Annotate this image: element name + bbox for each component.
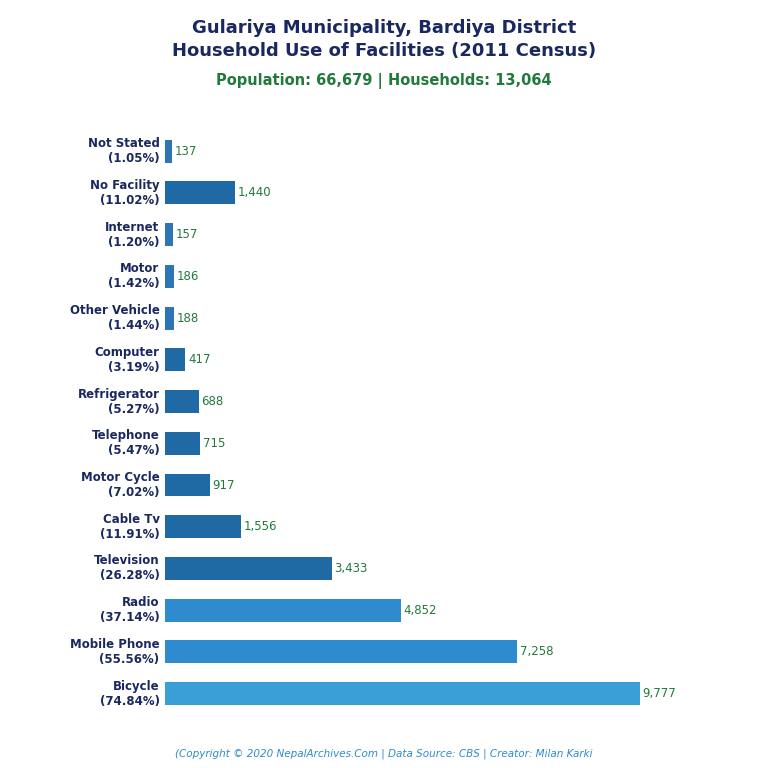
Bar bbox=[165, 349, 185, 371]
Bar bbox=[165, 682, 640, 705]
Text: 715: 715 bbox=[203, 437, 225, 450]
Text: 688: 688 bbox=[201, 395, 223, 408]
Text: Household Use of Facilities (2011 Census): Household Use of Facilities (2011 Census… bbox=[172, 42, 596, 60]
Text: 9,777: 9,777 bbox=[643, 687, 676, 700]
Text: (Copyright © 2020 NepalArchives.Com | Data Source: CBS | Creator: Milan Karki: (Copyright © 2020 NepalArchives.Com | Da… bbox=[175, 748, 593, 759]
Bar bbox=[165, 223, 173, 246]
Text: 1,440: 1,440 bbox=[238, 187, 272, 200]
Text: Gulariya Municipality, Bardiya District: Gulariya Municipality, Bardiya District bbox=[192, 19, 576, 37]
Text: 7,258: 7,258 bbox=[520, 645, 554, 658]
Text: 417: 417 bbox=[188, 353, 210, 366]
Bar bbox=[165, 181, 235, 204]
Bar bbox=[165, 432, 200, 455]
Text: Population: 66,679 | Households: 13,064: Population: 66,679 | Households: 13,064 bbox=[216, 73, 552, 89]
Text: 917: 917 bbox=[213, 478, 235, 492]
Text: 137: 137 bbox=[174, 144, 197, 157]
Bar bbox=[165, 599, 401, 621]
Bar bbox=[165, 557, 332, 580]
Bar bbox=[165, 641, 518, 664]
Text: 4,852: 4,852 bbox=[403, 604, 437, 617]
Bar bbox=[165, 265, 174, 288]
Bar bbox=[165, 306, 174, 329]
Text: 157: 157 bbox=[176, 228, 198, 241]
Text: 1,556: 1,556 bbox=[243, 520, 277, 533]
Bar bbox=[165, 474, 210, 496]
Bar bbox=[165, 515, 240, 538]
Text: 188: 188 bbox=[177, 312, 200, 325]
Bar bbox=[165, 140, 172, 163]
Text: 186: 186 bbox=[177, 270, 200, 283]
Bar bbox=[165, 390, 198, 413]
Text: 3,433: 3,433 bbox=[335, 562, 368, 575]
